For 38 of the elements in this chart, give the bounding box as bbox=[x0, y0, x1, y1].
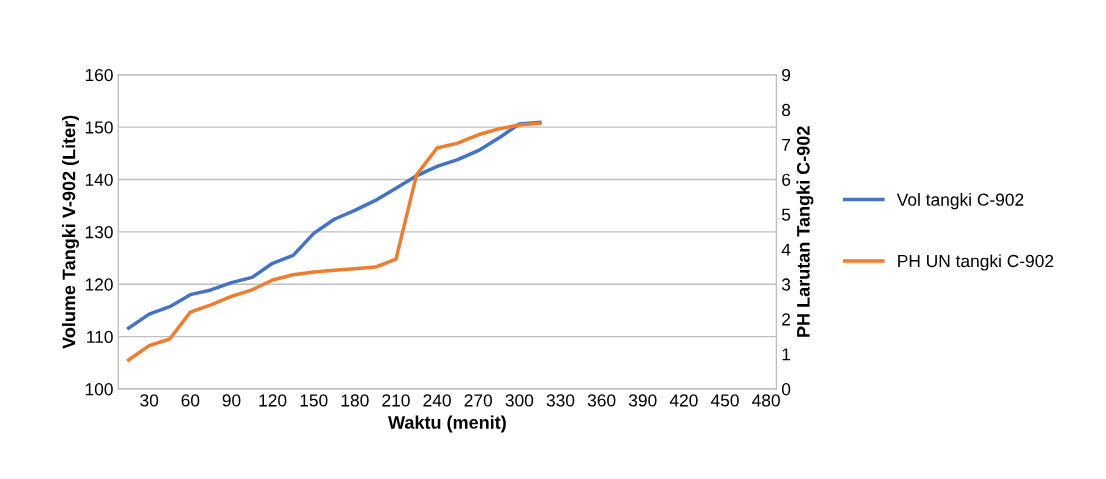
y2-tick-label: 7 bbox=[782, 138, 791, 151]
x-tick-label: 360 bbox=[587, 394, 616, 407]
x-tick-label: 390 bbox=[628, 394, 657, 407]
x-tick-label: 240 bbox=[423, 394, 451, 407]
legend-label: Vol tangki C-902 bbox=[896, 193, 1024, 210]
x-tick-label: 60 bbox=[181, 394, 200, 407]
y2-tick-label: 1 bbox=[782, 348, 791, 361]
y2-axis-title: PH Larutan Tangki C-902 bbox=[796, 126, 814, 337]
y-tick-label: 100 bbox=[85, 383, 113, 396]
y2-tick-label: 4 bbox=[781, 243, 791, 256]
x-tick-label: 300 bbox=[505, 394, 534, 407]
y2-tick-label: 2 bbox=[782, 313, 791, 326]
x-axis-title: Waktu (menit) bbox=[388, 415, 506, 433]
x-tick-label: 420 bbox=[669, 394, 698, 407]
x-tick-label: 120 bbox=[259, 394, 287, 407]
y-tick-label: 130 bbox=[85, 226, 113, 239]
y2-tick-label: 5 bbox=[781, 208, 791, 221]
y-tick-label: 160 bbox=[85, 68, 113, 82]
x-tick-label: 90 bbox=[222, 394, 241, 407]
y2-tick-label: 0 bbox=[781, 383, 791, 396]
y2-tick-label: 9 bbox=[782, 68, 791, 82]
x-tick-label: 150 bbox=[300, 394, 328, 407]
x-tick-label: 30 bbox=[140, 394, 159, 407]
y2-tick-label: 6 bbox=[782, 173, 791, 186]
y-tick-label: 120 bbox=[85, 278, 113, 291]
y2-tick-label: 8 bbox=[782, 103, 791, 117]
y-tick-label: 140 bbox=[85, 173, 113, 186]
y-axis-title: Volume Tangki V-902 (Liter) bbox=[62, 115, 79, 349]
x-tick-label: 210 bbox=[382, 394, 410, 407]
y-tick-label: 150 bbox=[85, 121, 113, 134]
x-tick-label: 330 bbox=[546, 394, 575, 407]
x-tick-label: 180 bbox=[341, 394, 369, 407]
x-tick-label: 480 bbox=[752, 394, 780, 407]
legend-label: PH UN tangki C-902 bbox=[898, 254, 1054, 271]
x-tick-label: 270 bbox=[464, 394, 493, 407]
x-tick-label: 450 bbox=[710, 394, 739, 407]
y2-tick-label: 3 bbox=[781, 278, 791, 291]
y-tick-label: 110 bbox=[87, 330, 113, 344]
